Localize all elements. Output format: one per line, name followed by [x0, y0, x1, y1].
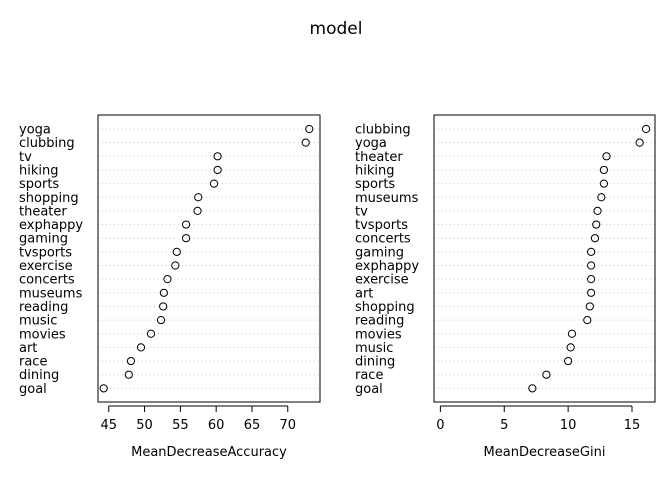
category-label: music: [355, 341, 393, 356]
data-point: [583, 316, 592, 325]
x-tick-label: 65: [244, 418, 261, 433]
data-point: [126, 356, 136, 366]
category-label: race: [355, 368, 383, 383]
category-label: shopping: [355, 300, 415, 315]
data-point: [99, 384, 108, 393]
category-label: clubbing: [355, 123, 411, 138]
data-point: [641, 124, 651, 134]
category-label: yoga: [19, 123, 51, 138]
category-label: yoga: [355, 136, 387, 151]
category-label: tv: [19, 150, 32, 165]
category-label: gaming: [355, 245, 404, 260]
data-point: [181, 234, 191, 243]
data-point: [194, 193, 203, 202]
data-point: [602, 152, 611, 161]
category-label: tvsports: [355, 218, 408, 233]
data-point: [156, 316, 166, 325]
category-label: tv: [355, 204, 368, 219]
data-point: [542, 370, 551, 379]
data-point: [590, 234, 600, 243]
x-tick-label: 50: [136, 418, 153, 433]
category-label: museums: [355, 191, 419, 206]
data-point: [301, 138, 310, 147]
figure-title: model: [310, 19, 363, 39]
x-tick-label: 70: [280, 418, 297, 433]
category-label: hiking: [19, 163, 58, 178]
data-point: [587, 275, 596, 284]
category-label: clubbing: [19, 136, 75, 151]
data-point: [124, 370, 133, 379]
data-point: [213, 165, 222, 175]
data-point: [171, 261, 180, 270]
x-tick-label: 0: [436, 418, 444, 433]
data-point: [587, 247, 596, 256]
data-point: [172, 247, 181, 256]
category-label: exercise: [355, 273, 409, 288]
category-label: goal: [355, 382, 383, 397]
category-label: dining: [19, 368, 59, 383]
category-label: gaming: [19, 232, 68, 247]
category-label: concerts: [355, 232, 411, 247]
data-point: [146, 329, 156, 338]
category-label: theater: [355, 150, 403, 165]
data-point: [193, 206, 202, 215]
category-label: theater: [19, 204, 67, 219]
x-tick-label: 55: [172, 418, 189, 433]
panels: yogaclubbingtvhikingsportsshoppingtheate…: [19, 114, 656, 460]
category-label: reading: [355, 314, 404, 329]
category-label: shopping: [19, 191, 79, 206]
category-label: exphappy: [355, 259, 419, 274]
data-point: [599, 165, 609, 175]
data-point: [136, 343, 146, 352]
category-label: museums: [19, 286, 83, 301]
category-label: movies: [355, 327, 402, 342]
category-label: goal: [19, 382, 47, 397]
category-label: sports: [355, 177, 395, 192]
category-label: reading: [19, 300, 68, 315]
x-tick-label: 5: [500, 418, 508, 433]
data-point: [181, 220, 191, 229]
data-point: [587, 288, 596, 297]
data-point: [159, 302, 168, 311]
data-point: [528, 384, 537, 393]
category-label: music: [19, 314, 57, 329]
plot-frame: [433, 114, 656, 403]
category-label: tvsports: [19, 245, 72, 260]
category-label: exercise: [19, 259, 73, 274]
category-label: exphappy: [19, 218, 83, 233]
category-label: sports: [19, 177, 59, 192]
category-label: hiking: [355, 163, 394, 178]
data-point: [213, 152, 222, 161]
data-point: [599, 179, 609, 188]
data-point: [209, 179, 219, 188]
data-point: [305, 124, 314, 134]
x-axis-title: MeanDecreaseGini: [484, 445, 606, 460]
panel-1: yogaclubbingtvhikingsportsshoppingtheate…: [19, 114, 321, 460]
panel-2: clubbingyogatheaterhikingsportsmuseumstv…: [355, 114, 656, 460]
data-point: [587, 261, 596, 270]
data-point: [566, 343, 575, 352]
data-point: [163, 275, 172, 284]
data-point: [564, 356, 573, 366]
category-label: movies: [19, 327, 66, 342]
data-point: [597, 193, 606, 202]
category-label: dining: [355, 355, 395, 370]
category-label: art: [19, 341, 37, 356]
x-axis-title: MeanDecreaseAccuracy: [131, 445, 287, 460]
data-point: [593, 206, 602, 215]
plot-frame: [97, 114, 321, 403]
x-tick-label: 15: [624, 418, 641, 433]
data-point: [159, 288, 168, 297]
category-label: race: [19, 355, 47, 370]
category-label: concerts: [19, 273, 75, 288]
data-point: [567, 329, 577, 338]
x-tick-label: 45: [100, 418, 117, 433]
data-point: [635, 138, 644, 147]
data-point: [592, 220, 601, 229]
category-label: art: [355, 286, 373, 301]
x-tick-label: 10: [560, 418, 577, 433]
x-tick-label: 60: [208, 418, 225, 433]
data-point: [585, 302, 594, 311]
